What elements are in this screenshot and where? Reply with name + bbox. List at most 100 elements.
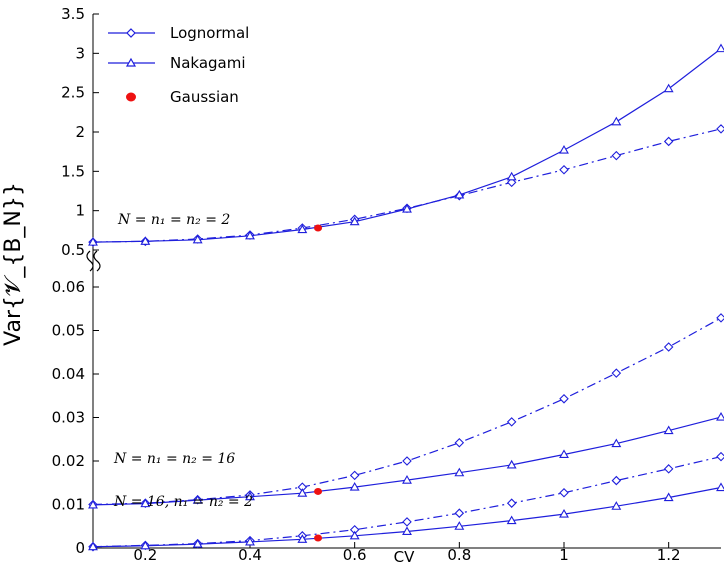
annotation-bottom-n16: N = n₁ = n₂ = 16 bbox=[113, 451, 235, 467]
triangle-marker bbox=[611, 438, 622, 448]
bottom-y-tick-label: 0.02 bbox=[52, 452, 85, 470]
diamond-marker bbox=[402, 517, 412, 527]
triangle-marker bbox=[506, 515, 517, 525]
top-y-tick-label: 3 bbox=[75, 44, 85, 62]
top-y-tick-label: 2.5 bbox=[61, 84, 85, 102]
y-axis-label: Var{𝓥_{B_N}} bbox=[1, 182, 26, 346]
bottom-y-tick-label: 0.03 bbox=[52, 409, 85, 427]
diamond-marker bbox=[454, 508, 465, 518]
triangle-marker bbox=[506, 459, 517, 469]
legend-label-gaussian: Gaussian bbox=[170, 88, 239, 106]
diamond-marker bbox=[716, 124, 724, 134]
diamond-marker bbox=[559, 164, 569, 175]
diamond-marker-icon bbox=[126, 28, 136, 38]
top-series-1 bbox=[88, 43, 724, 246]
triangle-marker bbox=[559, 449, 569, 459]
triangle-marker bbox=[402, 203, 412, 213]
triangle-marker bbox=[402, 475, 412, 484]
legend-label-nakagami: Nakagami bbox=[170, 54, 246, 72]
triangle-marker bbox=[349, 481, 360, 491]
legend-item-lognormal: Lognormal bbox=[108, 24, 249, 42]
diamond-marker bbox=[663, 136, 674, 147]
diamond-marker bbox=[716, 313, 724, 323]
triangle-marker bbox=[245, 230, 255, 240]
triangle-marker bbox=[192, 234, 203, 244]
triangle-marker bbox=[402, 526, 412, 536]
x-axis-label: CV bbox=[394, 548, 415, 566]
top-y-tick-label: 1.5 bbox=[61, 162, 85, 180]
triangle-marker bbox=[716, 43, 724, 53]
legend: Lognormal Nakagami Gaussian bbox=[108, 24, 249, 106]
diamond-marker bbox=[454, 437, 465, 448]
legend-label-lognormal: Lognormal bbox=[170, 24, 249, 42]
triangle-marker bbox=[506, 171, 517, 181]
triangle-marker bbox=[611, 116, 622, 126]
diamond-marker bbox=[611, 475, 622, 486]
top-y-tick-label: 2 bbox=[75, 123, 85, 141]
triangle-marker bbox=[192, 495, 203, 504]
bottom-series-3 bbox=[88, 482, 724, 551]
x-tick-label: 0.2 bbox=[133, 546, 157, 564]
top-y-tick-label: 0.5 bbox=[61, 241, 85, 259]
triangle-marker bbox=[297, 224, 308, 234]
x-tick-label: 1.2 bbox=[657, 546, 681, 564]
bottom-y-tick-label: 0.01 bbox=[52, 496, 85, 514]
top-y-tick-label: 3.5 bbox=[61, 5, 85, 23]
triangle-marker bbox=[88, 237, 98, 246]
diamond-marker bbox=[663, 464, 674, 474]
triangle-marker bbox=[559, 508, 569, 518]
triangle-marker bbox=[716, 411, 724, 421]
triangle-marker bbox=[454, 189, 465, 199]
diamond-marker bbox=[506, 417, 517, 427]
x-tick-label: 0.6 bbox=[343, 546, 367, 564]
triangle-marker bbox=[611, 501, 622, 510]
triangle-marker bbox=[192, 538, 203, 548]
legend-item-nakagami: Nakagami bbox=[108, 54, 246, 72]
bottom-y-tick-label: 0.05 bbox=[52, 322, 85, 340]
triangle-marker bbox=[663, 83, 674, 93]
diamond-marker bbox=[506, 498, 517, 508]
top-y-tick-label: 1 bbox=[75, 202, 85, 220]
axis-break-symbol bbox=[86, 250, 101, 272]
triangle-marker bbox=[140, 498, 151, 508]
gaussian-point bbox=[314, 224, 323, 232]
diamond-marker bbox=[611, 368, 622, 378]
diamond-marker bbox=[663, 342, 674, 352]
diamond-marker bbox=[349, 470, 360, 481]
triangle-marker bbox=[663, 492, 674, 502]
bottom-y-tick-label: 0 bbox=[75, 539, 85, 557]
diamond-marker bbox=[559, 487, 569, 498]
legend-item-gaussian: Gaussian bbox=[126, 88, 239, 106]
triangle-marker bbox=[140, 236, 151, 245]
triangle-marker bbox=[349, 216, 360, 226]
triangle-marker bbox=[88, 499, 98, 509]
diamond-marker bbox=[611, 150, 622, 161]
diamond-marker bbox=[559, 394, 569, 404]
triangle-marker-icon bbox=[125, 57, 137, 67]
diamond-marker bbox=[716, 451, 724, 462]
bottom-series-1 bbox=[88, 411, 724, 509]
triangle-marker bbox=[349, 530, 360, 540]
bottom-y-tick-label: 0.04 bbox=[52, 365, 85, 383]
annotation-bottom-n16-n2: N = 16, n₁ = n₂ = 2 bbox=[113, 494, 253, 510]
triangle-marker bbox=[663, 425, 674, 435]
triangle-marker bbox=[297, 488, 308, 497]
x-tick-label: 0.4 bbox=[238, 546, 262, 564]
triangle-marker bbox=[454, 521, 465, 530]
filled-circle-marker-icon bbox=[126, 92, 136, 102]
diamond-marker bbox=[402, 456, 412, 466]
triangle-marker bbox=[297, 534, 308, 543]
gaussian-point bbox=[314, 534, 323, 542]
annotation-top-n2: N = n₁ = n₂ = 2 bbox=[117, 212, 230, 228]
bottom-y-tick-label: 0.06 bbox=[52, 278, 85, 296]
x-tick-label: 0.8 bbox=[447, 546, 471, 564]
x-tick-label: 1 bbox=[559, 546, 569, 564]
triangle-marker bbox=[716, 482, 724, 492]
triangle-marker bbox=[88, 541, 98, 551]
triangle-marker bbox=[245, 536, 255, 546]
triangle-marker bbox=[559, 144, 569, 154]
triangle-marker bbox=[140, 540, 151, 550]
gaussian-point bbox=[314, 487, 323, 495]
triangle-marker bbox=[245, 491, 255, 501]
